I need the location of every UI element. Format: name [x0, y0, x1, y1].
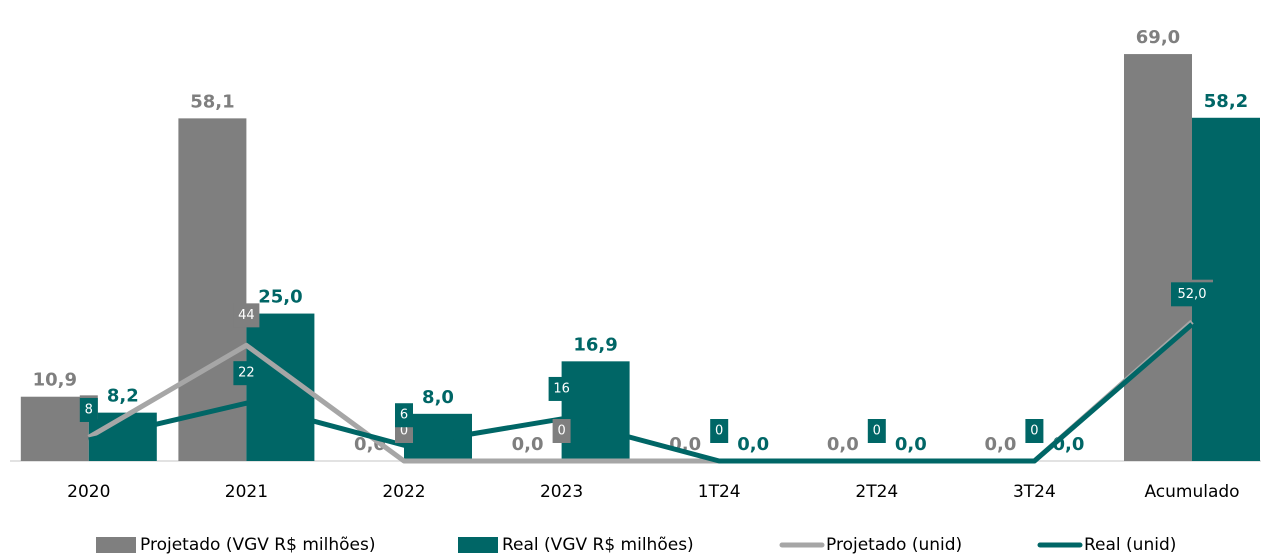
bar	[561, 361, 630, 461]
line-label-box	[552, 419, 571, 443]
line-label-box	[1171, 282, 1213, 307]
line-label: 0	[1030, 424, 1038, 439]
bar	[20, 396, 89, 461]
line-label: 22	[238, 366, 255, 381]
x-tick-label: 3T24	[1013, 482, 1056, 502]
x-tick-label: 2021	[225, 482, 268, 502]
bar-label: 8,0	[422, 387, 454, 408]
bar	[1124, 54, 1192, 461]
bar-label: 0,0	[827, 434, 859, 455]
legend-label: Real (unid)	[1084, 535, 1176, 555]
x-tick-label: 2023	[540, 482, 583, 502]
line-label: 0	[873, 424, 881, 439]
line-label-box	[867, 419, 886, 443]
line-label: 8	[85, 402, 93, 417]
line-label-box	[1025, 419, 1044, 443]
x-tick-label: Acumulado	[1144, 482, 1239, 502]
line-label: 52,0	[1178, 287, 1207, 302]
bar-label: 0,0	[984, 434, 1016, 455]
line-label: 16	[553, 381, 570, 396]
line-label: 0	[557, 424, 565, 439]
bar-label: 0,0	[512, 434, 544, 455]
bar-label: 58,1	[190, 91, 234, 112]
line-label-box	[79, 397, 98, 422]
line-label-box	[710, 419, 729, 443]
x-tick-label: 2022	[382, 482, 425, 502]
legend-swatch	[96, 537, 136, 553]
line-label: 0	[715, 424, 723, 439]
bar-label: 0,0	[737, 434, 769, 455]
bar-label: 10,9	[33, 370, 77, 391]
line-label-box	[233, 361, 260, 386]
x-tick-label: 2020	[67, 482, 110, 502]
bar-label: 16,9	[573, 334, 617, 355]
line-label-box	[548, 376, 575, 401]
x-tick-label: 1T24	[698, 482, 741, 502]
legend-swatch	[458, 537, 498, 553]
line-label: 6	[400, 408, 408, 423]
line	[88, 322, 1194, 464]
bar-label: 69,0	[1136, 27, 1180, 48]
bar-label: 0,0	[895, 434, 927, 455]
line-label: 0	[400, 424, 408, 439]
legend-label: Projetado (VGV R$ milhões)	[140, 535, 375, 555]
bar-label: 25,0	[258, 287, 302, 308]
legend-label: Projetado (unid)	[826, 535, 962, 555]
x-tick-label: 2T24	[855, 482, 898, 502]
line-label: 44	[238, 308, 255, 323]
legend-label: Real (VGV R$ milhões)	[502, 535, 694, 555]
line-label-box	[233, 303, 260, 328]
bar-label: 8,2	[107, 386, 139, 407]
bar-label: 58,2	[1204, 91, 1248, 112]
line-label-box	[395, 403, 413, 428]
